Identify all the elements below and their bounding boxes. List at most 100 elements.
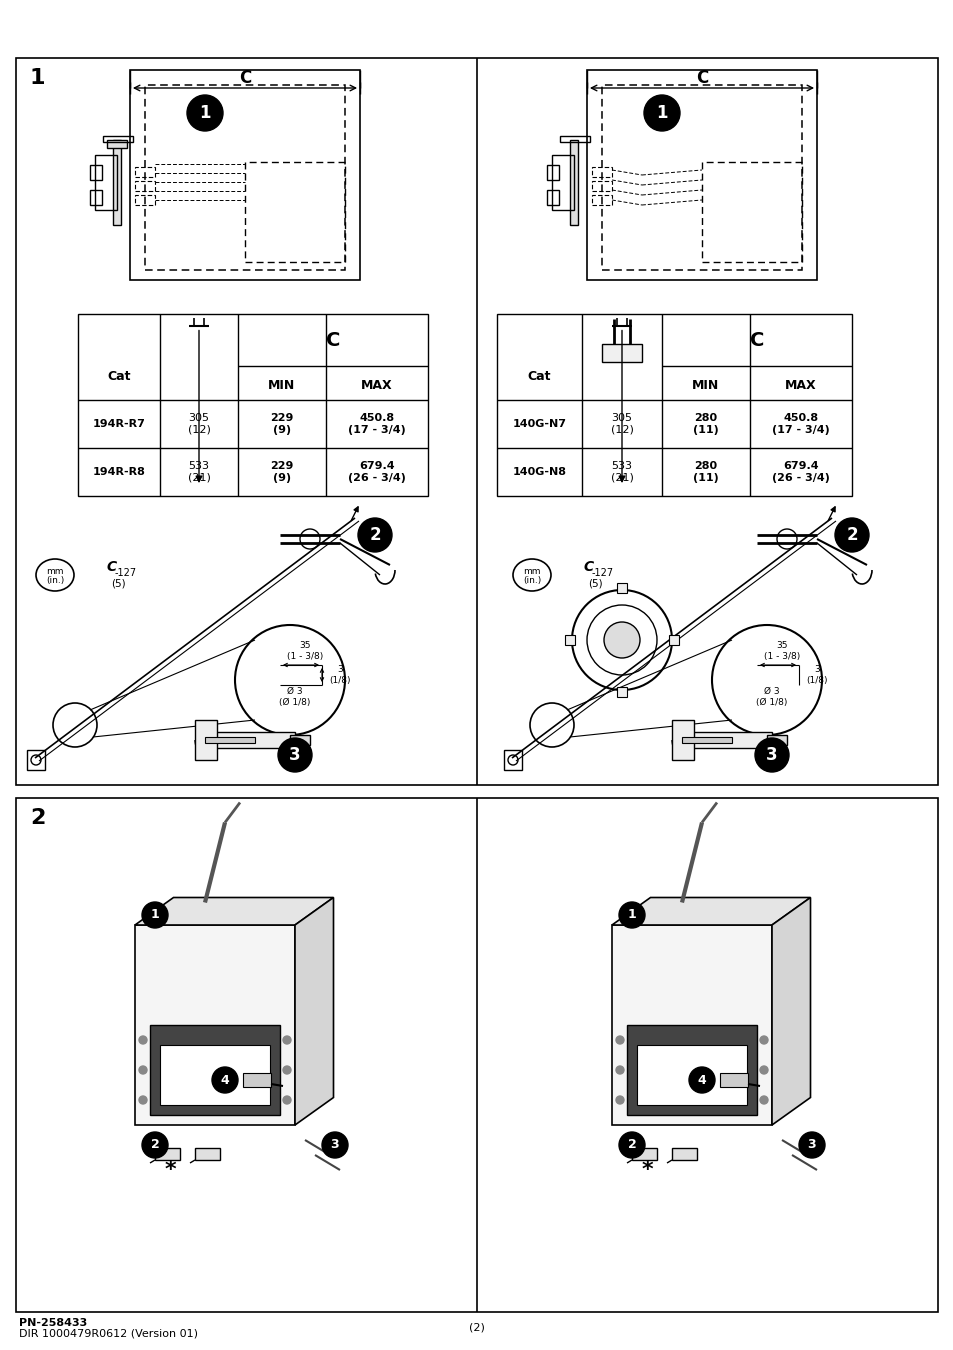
Circle shape	[760, 1066, 767, 1075]
Bar	[103, 136, 132, 142]
Circle shape	[616, 1066, 623, 1075]
Bar	[194, 720, 216, 760]
Circle shape	[142, 902, 168, 927]
Text: 1: 1	[199, 104, 211, 122]
Text: 35
(1 - 3/8): 35 (1 - 3/8)	[763, 641, 800, 660]
Circle shape	[283, 1066, 291, 1075]
Bar	[112, 140, 121, 225]
Bar	[601, 85, 801, 270]
Text: MAX: MAX	[784, 379, 816, 391]
Text: 533
(21): 533 (21)	[188, 462, 211, 483]
Bar	[90, 165, 102, 180]
Text: 2: 2	[30, 809, 46, 828]
Text: -127: -127	[591, 568, 614, 578]
Text: 3: 3	[331, 1138, 339, 1152]
Circle shape	[357, 518, 392, 552]
Bar	[145, 85, 345, 270]
Bar	[95, 155, 117, 211]
Circle shape	[603, 622, 639, 657]
Circle shape	[187, 95, 223, 131]
Bar	[16, 798, 937, 1312]
Text: 140G-N7: 140G-N7	[512, 418, 566, 429]
Bar	[668, 634, 679, 645]
Text: 450.8
(17 - 3/4): 450.8 (17 - 3/4)	[348, 413, 405, 435]
Text: *: *	[164, 1160, 175, 1180]
Bar	[546, 165, 558, 180]
Text: 450.8
(17 - 3/4): 450.8 (17 - 3/4)	[771, 413, 829, 435]
Bar	[564, 634, 575, 645]
Text: 2: 2	[845, 526, 857, 544]
Bar	[150, 1025, 280, 1115]
Text: 679.4
(26 - 3/4): 679.4 (26 - 3/4)	[771, 462, 829, 483]
Text: 4: 4	[697, 1073, 705, 1087]
Text: mm: mm	[522, 567, 540, 576]
Text: C: C	[583, 560, 594, 574]
Text: C: C	[695, 69, 707, 86]
Text: 2: 2	[151, 1138, 159, 1152]
Bar	[637, 1045, 746, 1106]
Bar	[135, 167, 154, 177]
Text: DIR 1000479R0612 (Version 01): DIR 1000479R0612 (Version 01)	[19, 1328, 198, 1339]
Text: (in.): (in.)	[46, 575, 64, 585]
Circle shape	[643, 95, 679, 131]
Bar	[107, 140, 127, 148]
Text: 2: 2	[627, 1138, 636, 1152]
Text: 3
(1/8): 3 (1/8)	[329, 666, 351, 684]
Text: 280
(11): 280 (11)	[693, 462, 719, 483]
Text: 1: 1	[656, 104, 667, 122]
Text: 305
(12): 305 (12)	[610, 413, 633, 435]
Circle shape	[616, 1096, 623, 1104]
Circle shape	[139, 1066, 147, 1075]
Bar	[503, 751, 521, 769]
Text: 1: 1	[627, 909, 636, 922]
Text: 2: 2	[369, 526, 380, 544]
Text: 3: 3	[765, 747, 777, 764]
Bar	[701, 162, 801, 262]
Bar	[617, 687, 626, 697]
Text: (2): (2)	[469, 1323, 484, 1332]
Bar	[592, 194, 612, 205]
Text: 1: 1	[30, 68, 46, 88]
Text: 229
(9): 229 (9)	[270, 462, 294, 483]
Bar	[601, 344, 641, 362]
Polygon shape	[135, 898, 334, 925]
Text: MIN: MIN	[692, 379, 719, 391]
Bar	[552, 155, 574, 211]
Bar	[205, 737, 254, 742]
Bar	[626, 1025, 757, 1115]
Text: 3: 3	[289, 747, 300, 764]
Circle shape	[142, 1133, 168, 1158]
Text: (5): (5)	[111, 579, 125, 589]
Bar	[154, 1148, 180, 1160]
Circle shape	[283, 1096, 291, 1104]
Bar	[631, 1148, 657, 1160]
Circle shape	[760, 1096, 767, 1104]
Circle shape	[754, 738, 788, 772]
Text: Cat: Cat	[107, 370, 131, 382]
Bar	[160, 1045, 270, 1106]
Text: Ø 3
(Ø 1/8): Ø 3 (Ø 1/8)	[756, 687, 787, 706]
Circle shape	[277, 738, 312, 772]
Circle shape	[322, 1133, 348, 1158]
Bar	[78, 313, 428, 495]
Circle shape	[618, 1133, 644, 1158]
Bar	[671, 1148, 697, 1160]
Text: *: *	[640, 1160, 652, 1180]
Bar	[135, 181, 154, 190]
Text: MAX: MAX	[361, 379, 393, 391]
Bar	[720, 1073, 747, 1087]
Text: 4: 4	[220, 1073, 229, 1087]
Bar	[90, 190, 102, 205]
Text: 305
(12): 305 (12)	[188, 413, 211, 435]
Bar	[559, 136, 589, 142]
Text: -127: -127	[114, 568, 137, 578]
Bar	[245, 162, 345, 262]
Text: 194R-R8: 194R-R8	[92, 467, 145, 477]
Text: 679.4
(26 - 3/4): 679.4 (26 - 3/4)	[348, 462, 406, 483]
Bar	[691, 732, 771, 748]
Text: 140G-N8: 140G-N8	[512, 467, 566, 477]
Bar	[16, 58, 937, 784]
Bar	[592, 181, 612, 190]
Polygon shape	[294, 898, 334, 1125]
Bar	[586, 70, 816, 279]
